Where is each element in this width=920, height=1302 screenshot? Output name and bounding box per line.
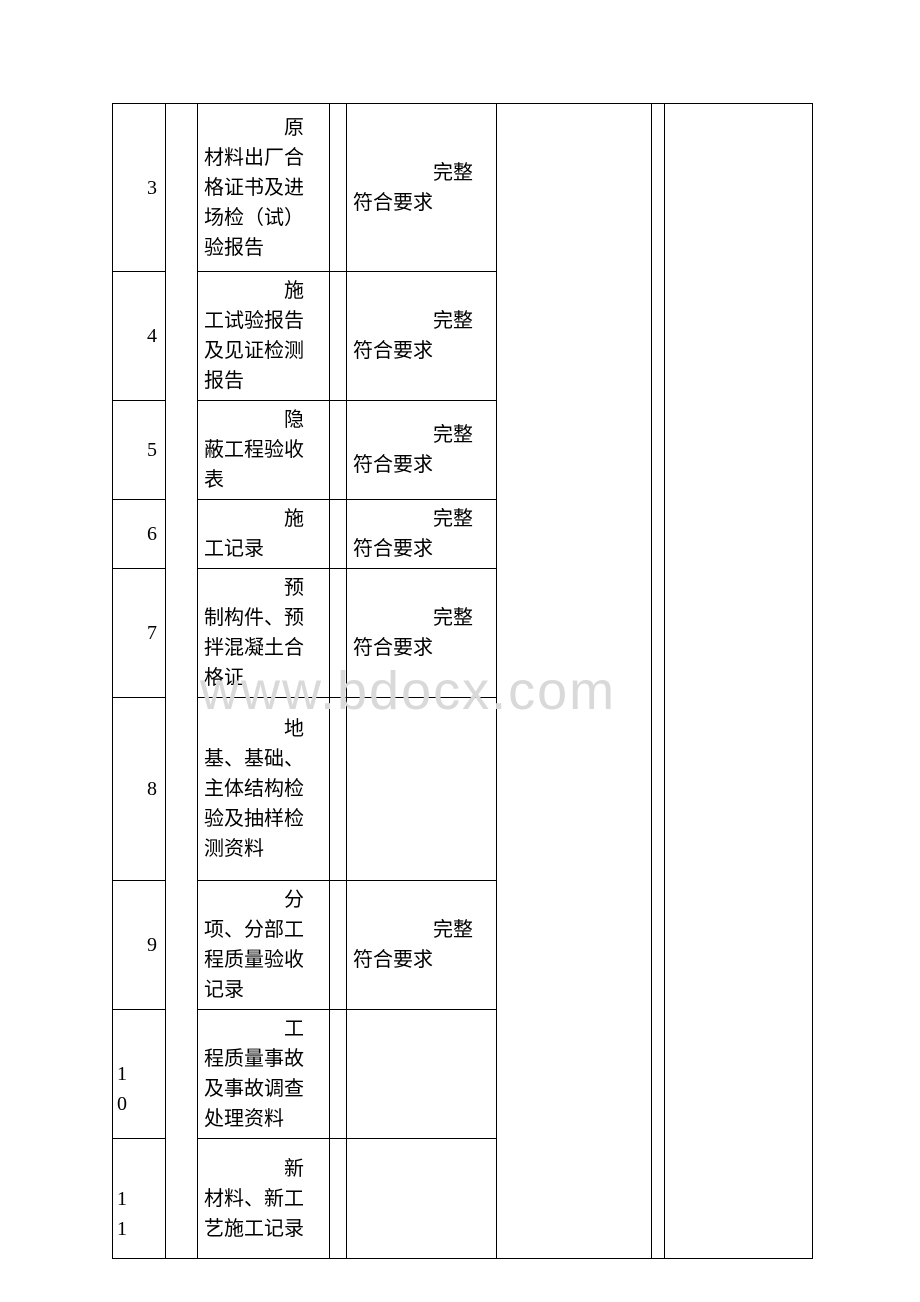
row-number: 7 — [117, 618, 159, 648]
desc-cell: 完整符合要求 — [347, 881, 497, 1010]
merged-blank-cell — [166, 104, 198, 1259]
row-number-cell: 7 — [113, 569, 166, 698]
item-cell: 施工试验报告及见证检测报告 — [198, 272, 330, 401]
row-number: 5 — [117, 435, 159, 465]
blank-cell — [330, 698, 347, 881]
row-number-cell: 9 — [113, 881, 166, 1010]
row-number-cell: 3 — [113, 104, 166, 272]
row-number: 4 — [117, 321, 159, 351]
row-number: 3 — [117, 173, 159, 203]
blank-cell — [330, 401, 347, 500]
desc-cell: 完整符合要求 — [347, 500, 497, 569]
desc-text: 完整符合要求 — [353, 915, 490, 975]
desc-cell — [347, 1139, 497, 1259]
row-number-cell: 6 — [113, 500, 166, 569]
row-number-cell: 5 — [113, 401, 166, 500]
row-number: 6 — [117, 519, 159, 549]
merged-wide-cell-1 — [497, 104, 652, 1259]
item-cell: 地基、基础、主体结构检验及抽样检测资料 — [198, 698, 330, 881]
desc-text: 完整符合要求 — [353, 306, 490, 366]
row-number: 11 — [117, 1154, 159, 1244]
desc-text: 完整符合要求 — [353, 504, 490, 564]
item-text: 预制构件、预拌混凝土合格证 — [204, 573, 323, 693]
row-number: 10 — [117, 1029, 159, 1119]
blank-cell — [330, 881, 347, 1010]
row-number: 8 — [117, 774, 159, 804]
desc-text: 完整符合要求 — [353, 420, 490, 480]
item-cell: 施工记录 — [198, 500, 330, 569]
item-text: 工程质量事故及事故调查处理资料 — [204, 1014, 323, 1134]
item-text: 施工试验报告及见证检测报告 — [204, 276, 323, 396]
row-number-cell: 11 — [113, 1139, 166, 1259]
row-number: 9 — [117, 930, 159, 960]
desc-cell — [347, 698, 497, 881]
item-cell: 预制构件、预拌混凝土合格证 — [198, 569, 330, 698]
blank-cell — [330, 272, 347, 401]
item-text: 原材料出厂合格证书及进场检（试）验报告 — [204, 113, 323, 263]
item-cell: 原材料出厂合格证书及进场检（试）验报告 — [198, 104, 330, 272]
blank-cell — [330, 1010, 347, 1139]
row-number-cell: 4 — [113, 272, 166, 401]
blank-cell — [330, 500, 347, 569]
item-cell: 隐蔽工程验收表 — [198, 401, 330, 500]
merged-blank-cell-2 — [652, 104, 665, 1259]
desc-cell: 完整符合要求 — [347, 569, 497, 698]
item-cell: 分项、分部工程质量验收记录 — [198, 881, 330, 1010]
item-cell: 工程质量事故及事故调查处理资料 — [198, 1010, 330, 1139]
blank-cell — [330, 569, 347, 698]
desc-cell — [347, 1010, 497, 1139]
item-text: 地基、基础、主体结构检验及抽样检测资料 — [204, 714, 323, 864]
table-row: 3 原材料出厂合格证书及进场检（试）验报告 完整符合要求 — [113, 104, 813, 272]
item-text: 分项、分部工程质量验收记录 — [204, 885, 323, 1005]
row-number-cell: 10 — [113, 1010, 166, 1139]
data-table: 3 原材料出厂合格证书及进场检（试）验报告 完整符合要求 4 施工试验报告及见证… — [112, 103, 813, 1259]
desc-cell: 完整符合要求 — [347, 272, 497, 401]
row-number-cell: 8 — [113, 698, 166, 881]
desc-cell: 完整符合要求 — [347, 104, 497, 272]
desc-cell: 完整符合要求 — [347, 401, 497, 500]
item-text: 新材料、新工艺施工记录 — [204, 1154, 323, 1244]
desc-text: 完整符合要求 — [353, 158, 490, 218]
construction-records-table: 3 原材料出厂合格证书及进场检（试）验报告 完整符合要求 4 施工试验报告及见证… — [112, 103, 809, 1259]
item-text: 隐蔽工程验收表 — [204, 405, 323, 495]
item-text: 施工记录 — [204, 504, 323, 564]
item-cell: 新材料、新工艺施工记录 — [198, 1139, 330, 1259]
blank-cell — [330, 104, 347, 272]
merged-wide-cell-2 — [665, 104, 813, 1259]
desc-text: 完整符合要求 — [353, 603, 490, 663]
blank-cell — [330, 1139, 347, 1259]
